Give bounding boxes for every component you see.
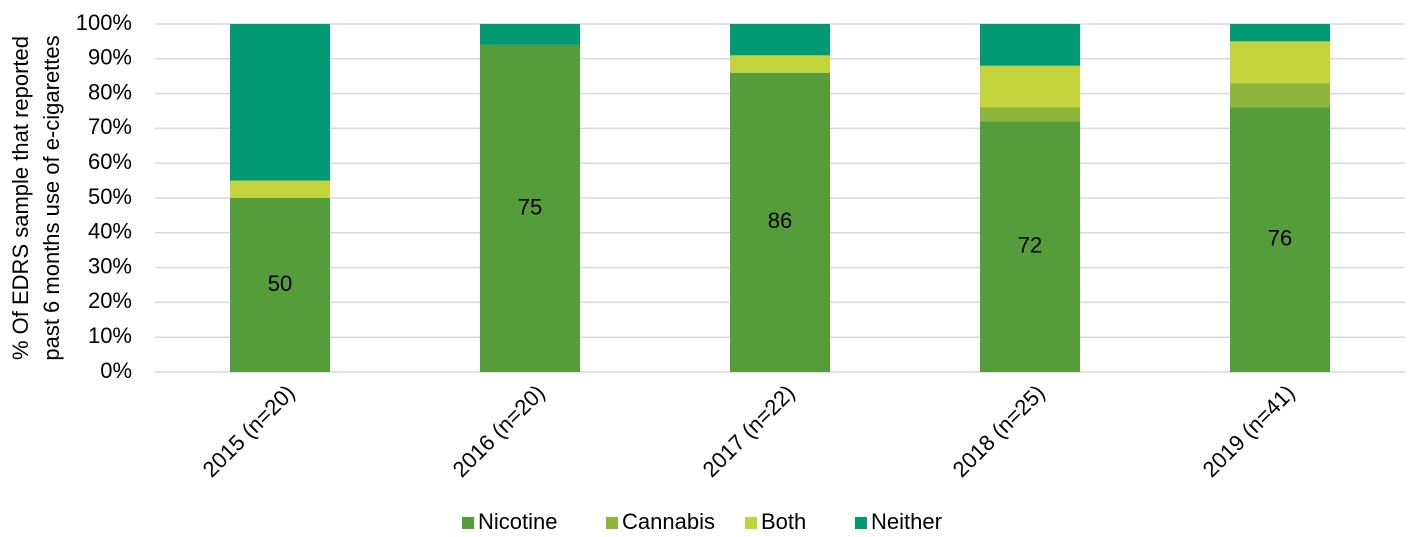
bar-segment [730, 55, 830, 73]
legend-label: Both [761, 509, 806, 534]
y-tick-label: 40% [88, 219, 132, 244]
legend-swatch [462, 517, 474, 529]
data-label: 76 [1268, 226, 1292, 251]
data-label: 75 [518, 194, 542, 219]
y-axis-title: past 6 months use of e-cigarettes [39, 35, 64, 360]
bar-segment [980, 107, 1080, 122]
x-tick-label: 2015 (n=20) [198, 380, 300, 482]
bar-segment [480, 24, 580, 45]
y-tick-label: 100% [76, 10, 132, 35]
x-tick-label: 2016 (n=20) [448, 380, 550, 482]
bar-segment [230, 24, 330, 181]
data-label: 50 [268, 271, 292, 296]
bar-segment [980, 65, 1080, 108]
legend-label: Neither [871, 509, 942, 534]
legend-swatch [606, 517, 618, 529]
bar-segment [480, 44, 580, 372]
bar-segment [730, 24, 830, 56]
legend-swatch [855, 517, 867, 529]
y-tick-label: 10% [88, 323, 132, 348]
y-tick-label: 70% [88, 114, 132, 139]
data-label: 86 [768, 208, 792, 233]
bar-segment [1230, 83, 1330, 108]
y-tick-label: 60% [88, 149, 132, 174]
bar-segment [1230, 107, 1330, 373]
legend-label: Nicotine [478, 509, 557, 534]
x-tick-label: 2018 (n=25) [948, 380, 1050, 482]
bar-segment [1230, 41, 1330, 84]
y-axis-title: % Of EDRS sample that reported [8, 36, 33, 360]
bar-segment [230, 198, 330, 372]
bar-segment [980, 121, 1080, 372]
x-tick-label: 2019 (n=41) [1198, 380, 1300, 482]
legend-label: Cannabis [622, 509, 715, 534]
y-tick-label: 30% [88, 253, 132, 278]
y-tick-label: 50% [88, 184, 132, 209]
x-tick-label: 2017 (n=22) [698, 380, 800, 482]
y-tick-label: 90% [88, 45, 132, 70]
bar-segment [980, 24, 1080, 66]
legend-swatch [745, 517, 757, 529]
bar-segment [230, 180, 330, 198]
bar-segment [730, 72, 830, 372]
y-tick-label: 80% [88, 79, 132, 104]
y-tick-label: 0% [100, 358, 132, 383]
bar-segment [1230, 24, 1330, 42]
data-label: 72 [1018, 233, 1042, 258]
y-tick-label: 20% [88, 288, 132, 313]
